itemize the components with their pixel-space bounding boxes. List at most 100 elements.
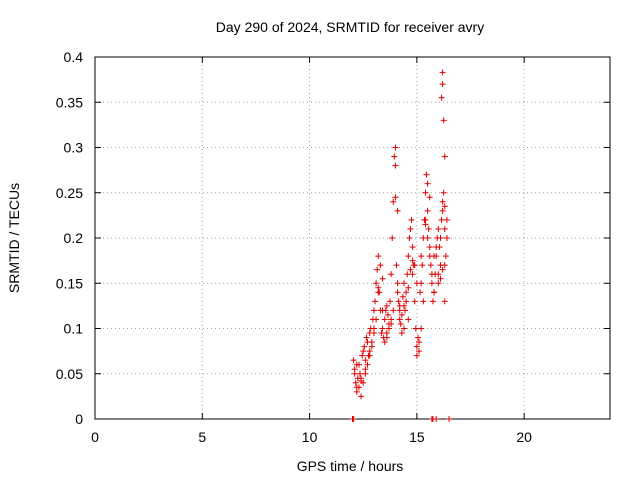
data-point bbox=[370, 307, 377, 314]
data-point bbox=[422, 189, 429, 196]
y-tick-label: 0.4 bbox=[64, 49, 84, 65]
y-tick-label: 0.15 bbox=[56, 275, 83, 291]
data-point bbox=[407, 225, 414, 232]
chart-title: Day 290 of 2024, SRMTID for receiver avr… bbox=[216, 19, 484, 35]
data-point bbox=[392, 144, 399, 151]
data-point bbox=[401, 280, 407, 287]
data-point bbox=[384, 311, 391, 318]
data-point bbox=[378, 330, 385, 337]
data-point bbox=[403, 298, 410, 305]
data-point bbox=[362, 357, 369, 364]
data-point bbox=[405, 316, 412, 323]
x-tick-label: 0 bbox=[91, 429, 99, 445]
data-point bbox=[442, 253, 449, 260]
data-point bbox=[388, 320, 395, 327]
data-point bbox=[392, 194, 399, 201]
y-tick-label: 0 bbox=[75, 411, 83, 427]
data-point bbox=[390, 198, 397, 205]
data-point bbox=[420, 298, 427, 305]
data-point bbox=[351, 370, 358, 377]
data-point bbox=[394, 280, 401, 287]
data-point bbox=[407, 266, 414, 273]
data-point bbox=[424, 235, 431, 241]
data-point bbox=[405, 284, 412, 291]
data-point bbox=[374, 266, 381, 273]
data-point bbox=[431, 253, 438, 260]
data-point bbox=[435, 271, 442, 278]
y-tick-labels: 0 0.05 0.1 0.15 0.2 0.25 0.3 0.35 0.4 bbox=[56, 49, 83, 427]
data-point bbox=[377, 262, 384, 269]
data-point bbox=[440, 117, 447, 124]
data-point bbox=[443, 235, 450, 241]
data-point bbox=[404, 271, 411, 278]
data-point bbox=[375, 253, 382, 260]
data-point bbox=[405, 253, 412, 260]
data-point bbox=[352, 379, 359, 386]
data-point bbox=[433, 244, 440, 251]
y-axis-label: SRMTID / TECUs bbox=[6, 183, 22, 293]
data-point bbox=[411, 298, 418, 305]
x-tick-labels: 0 5 10 15 20 bbox=[91, 429, 532, 445]
data-point bbox=[418, 253, 425, 260]
data-points bbox=[349, 69, 453, 422]
data-point bbox=[439, 81, 446, 88]
data-point bbox=[438, 216, 445, 223]
data-point bbox=[359, 352, 366, 359]
data-point bbox=[441, 225, 448, 232]
data-point bbox=[383, 334, 390, 341]
data-point bbox=[413, 352, 420, 359]
data-point bbox=[393, 262, 400, 269]
data-point bbox=[373, 316, 380, 323]
data-point bbox=[419, 262, 426, 269]
data-point bbox=[403, 289, 410, 296]
y-tick-label: 0.3 bbox=[64, 140, 84, 156]
data-point bbox=[361, 343, 368, 350]
data-point bbox=[428, 271, 435, 278]
data-point bbox=[358, 375, 365, 382]
data-point bbox=[390, 307, 397, 314]
data-point bbox=[392, 162, 399, 169]
data-point bbox=[437, 275, 444, 282]
plot-frame bbox=[94, 56, 611, 420]
data-point bbox=[433, 416, 440, 422]
data-point bbox=[437, 235, 444, 241]
data-point bbox=[353, 361, 360, 368]
data-point bbox=[406, 235, 413, 241]
data-point bbox=[383, 302, 390, 309]
data-point bbox=[427, 262, 434, 269]
data-point bbox=[412, 325, 419, 332]
y-tick-label: 0.35 bbox=[56, 94, 83, 110]
data-point bbox=[398, 311, 405, 318]
data-point bbox=[428, 280, 435, 287]
data-point bbox=[441, 262, 448, 269]
data-point bbox=[440, 189, 447, 196]
data-point bbox=[418, 325, 425, 332]
data-point bbox=[396, 316, 403, 323]
data-point bbox=[408, 216, 415, 223]
data-point bbox=[391, 153, 398, 160]
x-tick-label: 5 bbox=[198, 429, 206, 445]
axis-ticks bbox=[94, 56, 610, 420]
data-point bbox=[379, 325, 386, 332]
data-point bbox=[389, 235, 396, 241]
x-tick-label: 15 bbox=[409, 429, 425, 445]
data-point bbox=[360, 379, 367, 386]
data-point bbox=[381, 316, 388, 323]
data-point bbox=[358, 393, 365, 400]
data-point bbox=[364, 361, 371, 368]
data-point bbox=[413, 343, 420, 350]
data-point bbox=[423, 171, 430, 178]
data-point bbox=[372, 298, 379, 305]
data-point bbox=[439, 266, 446, 273]
data-point bbox=[398, 330, 405, 337]
data-point bbox=[387, 298, 394, 305]
x-axis-label: GPS time / hours bbox=[297, 458, 404, 474]
data-point bbox=[411, 262, 418, 269]
data-point bbox=[441, 203, 448, 210]
data-point bbox=[439, 198, 446, 205]
data-point bbox=[426, 194, 433, 201]
data-point bbox=[355, 384, 362, 391]
data-point bbox=[350, 357, 357, 364]
data-point bbox=[409, 244, 416, 251]
